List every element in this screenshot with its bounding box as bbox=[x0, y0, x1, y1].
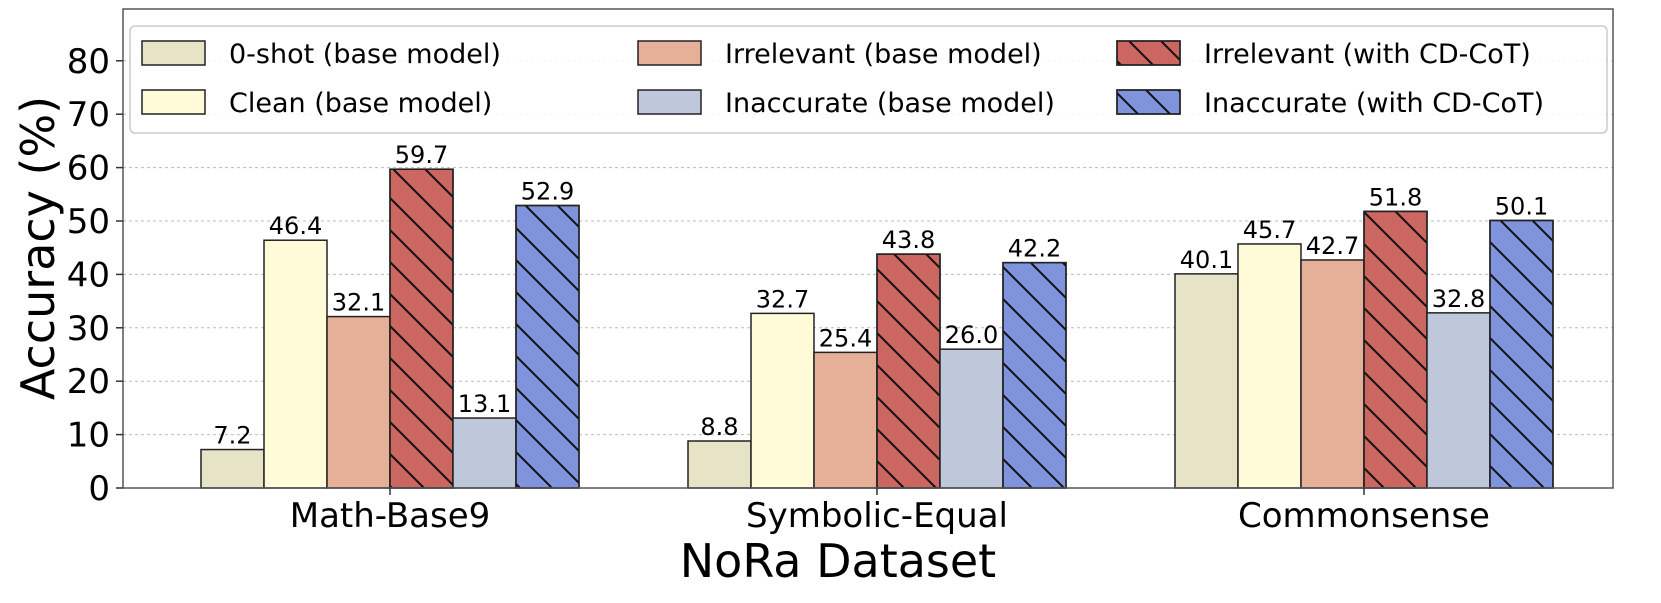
bar bbox=[750, 312, 815, 489]
axes-frame bbox=[122, 8, 1614, 489]
legend: 0-shot (base model) Clean (base model) Irr… bbox=[129, 25, 1608, 134]
y-tick-label: 40 bbox=[67, 255, 110, 295]
bar bbox=[1300, 259, 1365, 489]
legend-label: Irrelevant (base model) bbox=[725, 39, 1042, 70]
x-tick-label: Math-Base9 bbox=[290, 496, 491, 536]
bar-value-label: 32.7 bbox=[756, 285, 809, 313]
legend-label: 0-shot (base model) bbox=[229, 39, 501, 70]
bar-hatch bbox=[515, 204, 580, 489]
bar bbox=[1174, 273, 1239, 489]
bar bbox=[326, 315, 391, 489]
bar-value-label: 7.2 bbox=[213, 422, 251, 450]
bar bbox=[687, 440, 752, 489]
bar bbox=[452, 417, 517, 489]
x-axis-label: NoRa Dataset bbox=[680, 534, 996, 588]
bar-value-label: 13.1 bbox=[458, 390, 511, 418]
x-ticks: Math-Base9 Symbolic-Equal Commonsense bbox=[290, 488, 1490, 536]
bar-value-label: 32.8 bbox=[1432, 285, 1485, 313]
legend-label: Inaccurate (with CD-CoT) bbox=[1204, 88, 1544, 119]
y-tick-label: 60 bbox=[67, 149, 110, 189]
bar-value-label: 26.0 bbox=[945, 321, 998, 349]
bar-value-label: 46.4 bbox=[269, 212, 322, 240]
legend-label: Clean (base model) bbox=[229, 88, 492, 119]
bar-value-label: 59.7 bbox=[395, 141, 448, 169]
bar-value-label: 40.1 bbox=[1180, 246, 1233, 274]
legend-swatch bbox=[141, 89, 206, 115]
y-axis-label: Accuracy (%) bbox=[11, 96, 65, 400]
legend-label: Inaccurate (base model) bbox=[725, 88, 1055, 119]
bar-hatch bbox=[876, 253, 941, 489]
bar bbox=[263, 239, 328, 489]
bar-value-label: 51.8 bbox=[1369, 183, 1422, 211]
legend-box bbox=[129, 25, 1608, 134]
bar-hatch bbox=[1363, 210, 1428, 489]
bar-value-label: 45.7 bbox=[1243, 216, 1296, 244]
data-labels: 7.2 8.8 40.1 46.4 32.7 45.7 32.1 25.4 42.7 59.7 43… bbox=[213, 141, 1548, 449]
bar bbox=[1426, 312, 1491, 489]
x-tick-label: Symbolic-Equal bbox=[746, 496, 1008, 536]
bar-hatch bbox=[1489, 219, 1554, 489]
bar-value-label: 43.8 bbox=[882, 226, 935, 254]
bar bbox=[813, 351, 878, 489]
legend-swatch bbox=[637, 40, 702, 66]
legend-swatch bbox=[141, 40, 206, 66]
bar-value-label: 50.1 bbox=[1495, 192, 1548, 220]
y-tick-label: 30 bbox=[67, 309, 110, 349]
bar bbox=[939, 348, 1004, 489]
bar bbox=[200, 448, 265, 489]
bars bbox=[200, 168, 1554, 489]
x-tick-label: Commonsense bbox=[1238, 496, 1490, 536]
y-tick-label: 10 bbox=[67, 416, 110, 456]
legend-swatch-hatch bbox=[1116, 40, 1181, 66]
legend-label: Irrelevant (with CD-CoT) bbox=[1204, 39, 1531, 70]
bar-value-label: 32.1 bbox=[332, 289, 385, 317]
bar-value-label: 42.7 bbox=[1306, 232, 1359, 260]
y-tick-label: 70 bbox=[67, 95, 110, 135]
bar-value-label: 25.4 bbox=[819, 324, 872, 352]
bar-value-label: 52.9 bbox=[521, 178, 574, 206]
y-ticks: 0 10 20 30 40 50 60 70 80 bbox=[67, 42, 123, 509]
y-tick-label: 20 bbox=[67, 362, 110, 402]
bar-hatch bbox=[1002, 261, 1067, 489]
bar-value-label: 42.2 bbox=[1008, 235, 1061, 263]
legend-swatch-hatch bbox=[1116, 89, 1181, 115]
y-tick-label: 50 bbox=[67, 202, 110, 242]
bar-value-label: 8.8 bbox=[700, 413, 738, 441]
legend-swatch bbox=[637, 89, 702, 115]
y-tick-label: 0 bbox=[88, 469, 110, 509]
y-tick-label: 80 bbox=[67, 42, 110, 82]
bar-hatch bbox=[389, 168, 454, 489]
bar bbox=[1237, 243, 1302, 489]
